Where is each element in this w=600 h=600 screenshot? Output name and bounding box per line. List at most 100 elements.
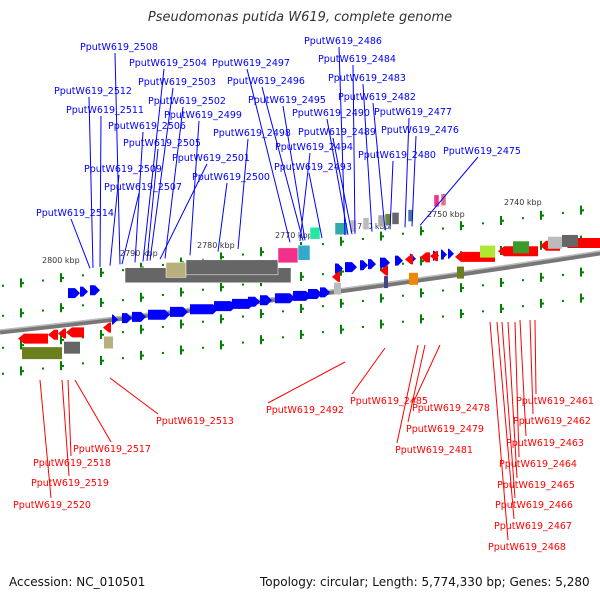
feature-box	[562, 234, 578, 247]
forward-label-line	[338, 46, 346, 236]
scale-dot	[2, 372, 4, 375]
forward-gene-arrow	[214, 301, 236, 312]
forward-label-line	[237, 138, 249, 250]
forward-label-line	[246, 68, 291, 243]
feature-box	[440, 193, 447, 206]
forward-label-line	[217, 182, 228, 252]
scale-dot	[2, 346, 4, 349]
scale-dot	[142, 328, 144, 331]
scale-label: 2760 kbp	[352, 222, 390, 231]
scale-dot	[402, 262, 404, 265]
scale-tick	[20, 308, 22, 318]
scale-dot	[522, 305, 524, 308]
scale-dot	[82, 304, 84, 307]
forward-gene-arrow	[132, 311, 146, 322]
forward-gene-label: PputW619_2499	[164, 110, 242, 121]
forward-gene-arrow	[170, 306, 188, 317]
forward-label-line	[332, 137, 353, 235]
reverse-gene-label: PputW619_2485	[350, 396, 428, 407]
forward-label-line	[109, 174, 120, 266]
scale-dot	[322, 305, 324, 308]
scale-tick	[20, 366, 22, 376]
reverse-gene-label: PputW619_2468	[488, 542, 566, 553]
scale-dot	[502, 307, 504, 310]
scale-dot	[562, 273, 564, 276]
scale-dot	[202, 346, 204, 349]
forward-gene-label: PputW619_2497	[212, 58, 290, 69]
forward-label-line	[404, 117, 410, 228]
scale-dot	[402, 294, 404, 297]
forward-label-line	[159, 163, 208, 260]
reverse-gene-arrow	[66, 327, 84, 338]
scale-label: 2740 kbp	[504, 198, 542, 207]
forward-gene-arrow	[148, 309, 170, 320]
feature-box	[362, 217, 370, 230]
feature-box	[64, 341, 80, 354]
scale-tick	[580, 267, 582, 277]
scale-dot	[322, 331, 324, 334]
reverse-gene-label: PputW619_2513	[156, 416, 234, 427]
feature-box	[433, 194, 440, 208]
scale-tick	[500, 304, 502, 313]
page-title: Pseudomonas putida W619, complete genome	[147, 10, 453, 25]
scale-dot	[142, 296, 144, 299]
scale-dot	[242, 283, 244, 286]
scale-dot	[522, 217, 524, 220]
scale-tick	[180, 287, 182, 297]
scale-dot	[582, 271, 584, 274]
scale-dot	[2, 314, 4, 317]
reverse-label-line	[514, 321, 520, 458]
forward-gene-label: PputW619_2483	[328, 73, 406, 84]
reverse-gene-label: PputW619_2463	[506, 438, 584, 449]
forward-gene-label: PputW619_2514	[36, 208, 114, 219]
reverse-gene-label: PputW619_2467	[494, 521, 572, 532]
scale-dot	[22, 312, 24, 315]
scale-label: 2800 kbp	[42, 256, 80, 265]
scale-dot	[482, 222, 484, 225]
scale-tick	[340, 236, 342, 246]
scale-dot	[322, 273, 324, 276]
reverse-label-line	[534, 319, 537, 395]
scale-tick	[20, 278, 22, 288]
scale-dot	[542, 214, 544, 217]
feature-box	[384, 276, 388, 289]
scale-dot	[422, 318, 424, 321]
feature-box	[22, 347, 62, 360]
scale-tick	[540, 210, 542, 220]
reverse-gene-label: PputW619_2492	[266, 405, 344, 416]
scale-dot	[62, 306, 64, 309]
forward-label-line	[70, 218, 91, 269]
scale-tick	[540, 298, 542, 308]
reverse-label-line	[529, 319, 534, 415]
forward-gene-label: PputW619_2482	[338, 92, 416, 103]
forward-gene-arrow	[68, 288, 80, 299]
forward-gene-arrow	[360, 260, 368, 271]
scale-tick	[60, 335, 62, 345]
scale-tick	[20, 340, 22, 350]
reverse-gene-arrow	[430, 251, 438, 262]
scale-dot	[222, 318, 224, 321]
forward-gene-label: PputW619_2489	[298, 127, 376, 138]
scale-tick	[300, 272, 302, 281]
reverse-label-line	[507, 321, 518, 479]
scale-dot	[542, 302, 544, 305]
scale-dot	[42, 367, 44, 370]
reverse-gene-label: PputW619_2461	[516, 396, 594, 407]
feature-box	[309, 226, 321, 240]
scale-tick	[60, 303, 62, 313]
scale-dot	[362, 325, 364, 328]
forward-label-line	[189, 120, 200, 256]
reverse-gene-arrow	[58, 328, 66, 339]
forward-gene-arrow	[308, 288, 322, 299]
reverse-gene-arrow	[18, 333, 48, 344]
feature-box	[548, 236, 562, 249]
scale-tick	[60, 273, 62, 283]
scale-dot	[362, 237, 364, 240]
forward-label-line	[134, 131, 144, 263]
feature-box	[297, 245, 311, 261]
scale-dot	[342, 302, 344, 305]
reverse-label-line	[519, 319, 527, 437]
forward-gene-label: PputW619_2494	[275, 142, 353, 153]
forward-label-line	[149, 87, 174, 261]
scale-dot	[182, 323, 184, 326]
